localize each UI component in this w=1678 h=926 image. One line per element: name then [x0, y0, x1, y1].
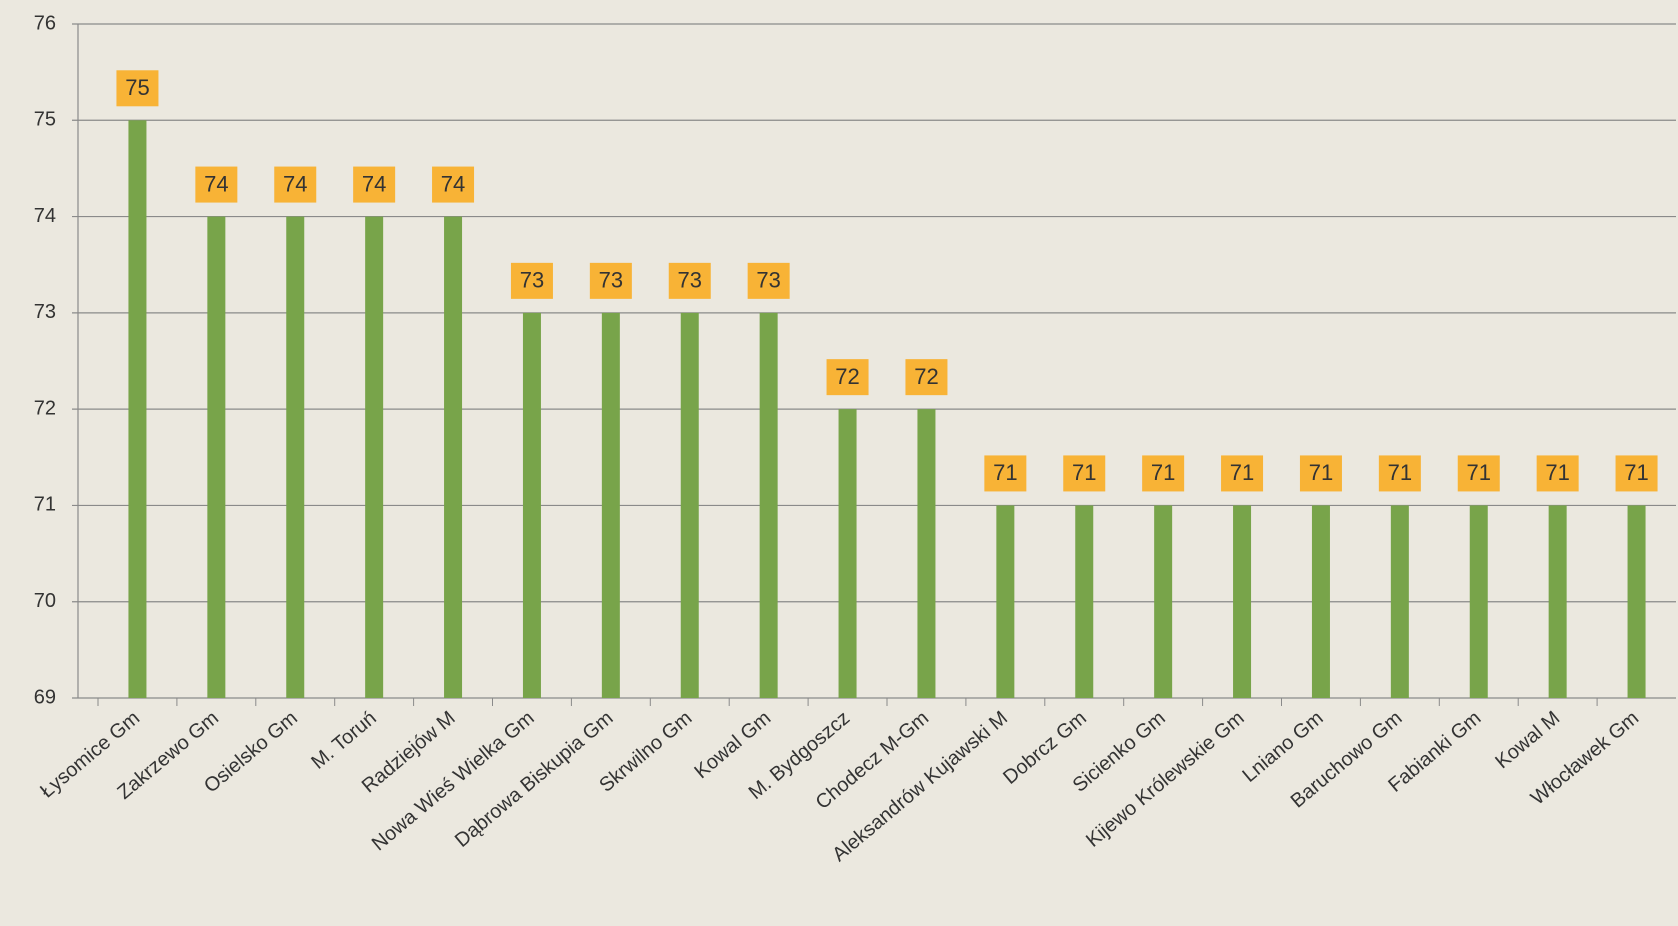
data-label: 74: [283, 171, 307, 196]
data-label: 71: [1230, 460, 1254, 485]
data-label-box: [1536, 455, 1579, 492]
y-tick-label: 74: [34, 205, 56, 227]
data-label-box: [668, 262, 711, 299]
bar: [1075, 505, 1094, 698]
bar: [996, 505, 1015, 698]
data-label: 71: [1545, 460, 1569, 485]
data-label-box: [1457, 455, 1500, 492]
x-tick-label: Kijewo Królewskie Gm: [1082, 707, 1249, 852]
bar: [1548, 505, 1567, 698]
data-label-box: [1142, 455, 1185, 492]
data-label-box: [353, 166, 396, 203]
data-label-box: [984, 455, 1027, 492]
y-tick-label: 75: [34, 109, 56, 131]
data-label-box: [1299, 455, 1342, 492]
bar: [365, 216, 384, 699]
data-label-box: [747, 262, 790, 299]
bar: [1311, 505, 1330, 698]
data-label-box: [1378, 455, 1421, 492]
data-label: 73: [599, 268, 623, 293]
data-label: 74: [441, 171, 465, 196]
bar: [759, 312, 778, 698]
bar: [601, 312, 620, 698]
x-tick-label: M. Toruń: [307, 707, 380, 774]
data-label: 72: [914, 364, 938, 389]
x-tick-label: Dąbrowa Biskupia Gm: [451, 707, 618, 852]
bar: [1627, 505, 1646, 698]
data-label: 74: [204, 171, 228, 196]
bar: [917, 409, 936, 698]
bar: [1390, 505, 1409, 698]
data-label-box: [274, 166, 317, 203]
data-label: 71: [993, 460, 1017, 485]
data-label-box: [116, 70, 159, 107]
bar: [444, 216, 463, 699]
data-label-box: [195, 166, 238, 203]
data-label: 71: [1072, 460, 1096, 485]
y-tick-label: 72: [34, 397, 56, 419]
data-label: 71: [1388, 460, 1412, 485]
y-tick-label: 73: [34, 301, 56, 323]
data-label: 73: [756, 268, 780, 293]
data-label-box: [432, 166, 475, 203]
data-label: 75: [125, 75, 149, 100]
bar: [1469, 505, 1488, 698]
data-label: 71: [1624, 460, 1648, 485]
bar: [128, 120, 147, 699]
data-label-box: [1221, 455, 1264, 492]
data-label-box: [510, 262, 553, 299]
bar: [680, 312, 699, 698]
bar: [1233, 505, 1252, 698]
bar: [207, 216, 226, 699]
data-label: 73: [678, 268, 702, 293]
data-label: 73: [520, 268, 544, 293]
data-label: 71: [1151, 460, 1175, 485]
data-label-box: [1615, 455, 1658, 492]
bar: [286, 216, 305, 699]
bar: [522, 312, 541, 698]
data-label-box: [826, 359, 869, 396]
y-tick-label: 70: [34, 590, 56, 612]
y-tick-label: 71: [34, 494, 56, 516]
data-label: 74: [362, 171, 386, 196]
bar: [838, 409, 857, 698]
data-label: 71: [1309, 460, 1333, 485]
y-tick-label: 69: [34, 686, 56, 708]
bar: [1154, 505, 1173, 698]
data-label-box: [905, 359, 948, 396]
data-label: 72: [835, 364, 859, 389]
y-tick-label: 76: [34, 12, 56, 34]
data-label: 71: [1467, 460, 1491, 485]
data-label-box: [1063, 455, 1106, 492]
data-label-box: [589, 262, 632, 299]
x-tick-label: Kowal M: [1491, 707, 1564, 773]
